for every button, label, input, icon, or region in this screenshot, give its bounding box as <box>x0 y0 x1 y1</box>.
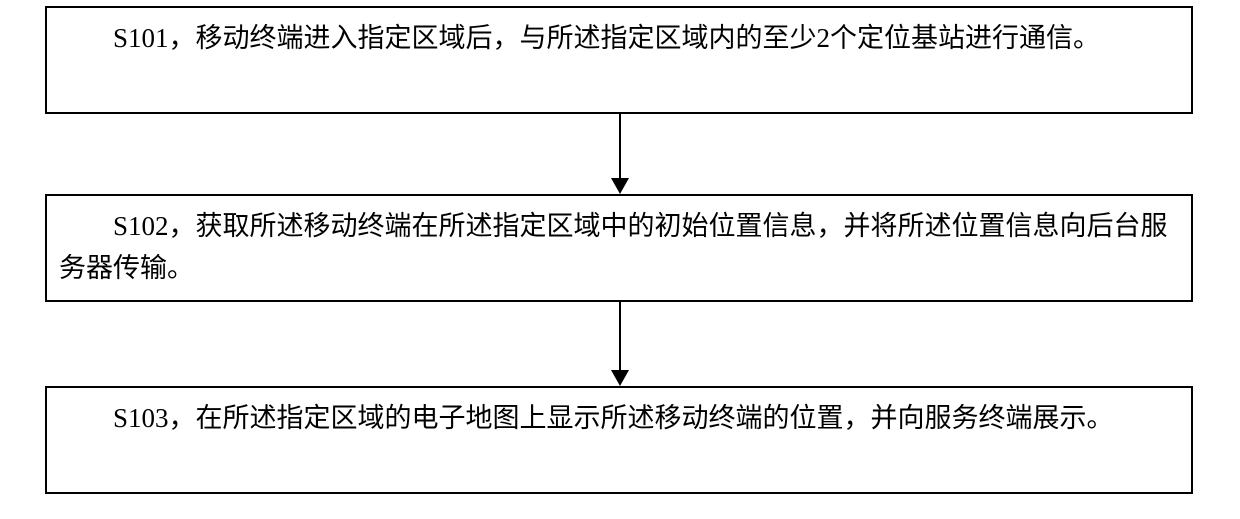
step-text-s102: S102，获取所述移动终端在所述指定区域中的初始位置信息，并将所述位置信息向后台… <box>47 206 1191 290</box>
step-text-s101: S101，移动终端进入指定区域后，与所述指定区域内的至少2个定位基站进行通信。 <box>47 18 1191 60</box>
step-box-s102: S102，获取所述移动终端在所述指定区域中的初始位置信息，并将所述位置信息向后台… <box>45 194 1193 302</box>
arrow-line-1 <box>619 114 621 178</box>
step-text-s103: S103，在所述指定区域的电子地图上显示所述移动终端的位置，并向服务终端展示。 <box>47 398 1191 440</box>
arrow-head-1 <box>611 178 629 194</box>
step-box-s103: S103，在所述指定区域的电子地图上显示所述移动终端的位置，并向服务终端展示。 <box>45 386 1193 494</box>
flowchart-canvas: S101，移动终端进入指定区域后，与所述指定区域内的至少2个定位基站进行通信。 … <box>0 0 1240 519</box>
step-box-s101: S101，移动终端进入指定区域后，与所述指定区域内的至少2个定位基站进行通信。 <box>45 6 1193 114</box>
arrow-head-2 <box>611 370 629 386</box>
arrow-line-2 <box>619 302 621 370</box>
